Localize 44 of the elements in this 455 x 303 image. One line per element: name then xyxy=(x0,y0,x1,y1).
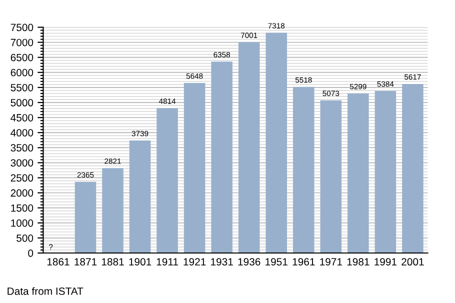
x-tick-label: 1971 xyxy=(320,258,342,266)
bar xyxy=(348,94,369,254)
y-tick-label: 4000 xyxy=(10,129,34,136)
x-tick-label: 1981 xyxy=(347,258,370,266)
bar xyxy=(238,42,260,254)
bar xyxy=(320,100,342,254)
bar xyxy=(402,84,424,254)
bar xyxy=(184,83,206,254)
x-tick-label: 1911 xyxy=(156,258,178,266)
y-tick-label: 1500 xyxy=(11,204,34,212)
x-tick-label: 1991 xyxy=(374,258,397,266)
y-tick-label: 3500 xyxy=(10,144,34,152)
x-tick-label: 2001 xyxy=(402,258,424,266)
y-tick-label: 6000 xyxy=(10,68,34,76)
bar xyxy=(211,62,232,254)
x-tick-label: 1961 xyxy=(292,258,315,266)
bar xyxy=(266,32,287,254)
y-tick-label: 6500 xyxy=(10,54,34,62)
bar xyxy=(374,90,396,254)
x-tick-label: 1921 xyxy=(184,258,206,266)
y-tick-label: 5500 xyxy=(10,84,34,92)
y-tick-label: 4500 xyxy=(10,114,34,122)
y-tick-label: 7000 xyxy=(10,38,34,46)
x-tick-label: 1881 xyxy=(102,258,124,266)
x-tick-label: 1901 xyxy=(129,258,152,266)
y-tick-label: 3000 xyxy=(10,159,34,167)
y-tick-label: 500 xyxy=(16,234,34,242)
text: Data from ISTAT xyxy=(8,287,84,295)
y-tick-label: 0 xyxy=(28,250,34,257)
x-tick-label: 1936 xyxy=(238,258,260,266)
y-tick-label: 1000 xyxy=(11,219,34,227)
x-tick-label: 1861 xyxy=(47,258,70,266)
y-tick-label: 5000 xyxy=(10,99,34,106)
x-tick-label: 1931 xyxy=(211,258,233,266)
x-tick-label: 1871 xyxy=(74,258,97,266)
bar xyxy=(129,140,151,254)
y-tick-label: 2000 xyxy=(10,189,34,197)
x-tick-label: 1951 xyxy=(266,258,288,266)
bar xyxy=(156,108,178,254)
y-tick-label: 7500 xyxy=(10,24,34,32)
bar xyxy=(74,182,96,254)
y-tick-label: 2500 xyxy=(10,174,34,182)
bar xyxy=(292,86,314,254)
bar xyxy=(102,168,124,254)
